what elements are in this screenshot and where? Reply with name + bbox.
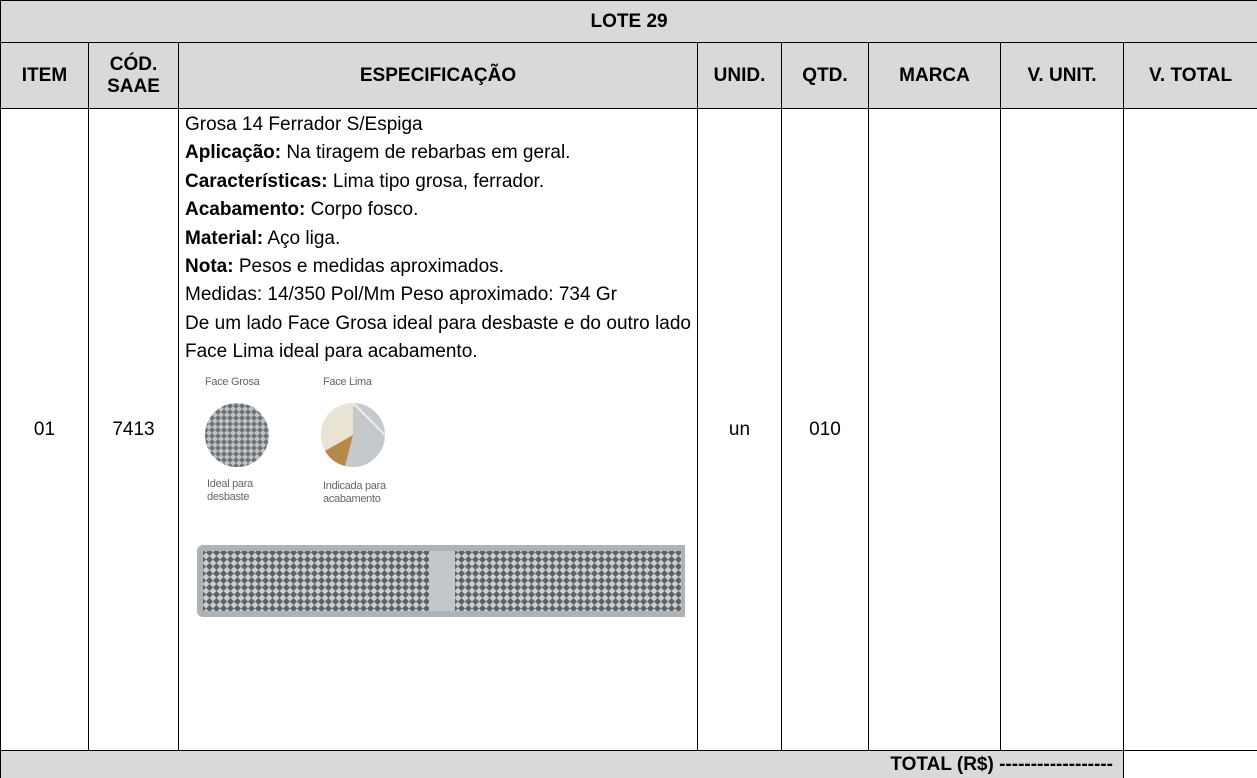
figure-label: Face Lima bbox=[323, 375, 372, 388]
lot-title: LOTE 29 bbox=[0, 0, 1257, 43]
spec-text: Lima tipo grosa, ferrador. bbox=[332, 170, 545, 192]
spec-text: Corpo fosco. bbox=[310, 199, 419, 221]
spec-text: De um lado Face Grosa ideal para desbast… bbox=[185, 312, 691, 363]
spec-text: Grosa 14 Ferrador S/Espiga bbox=[185, 114, 423, 135]
unit-price-cell bbox=[1000, 108, 1124, 751]
header-row: ITEM CÓD. SAAE ESPECIFICAÇÃO UNID. QTD. MARCA… bbox=[0, 42, 1257, 109]
spec-paragraph: Características: Lima tipo grosa, ferrad… bbox=[185, 168, 691, 196]
brand-cell bbox=[868, 108, 1001, 751]
spec-label: Características: bbox=[185, 170, 328, 192]
spec-paragraph: Aplicação: Na tiragem de rebarbas em ger… bbox=[185, 139, 691, 167]
column-header: V. UNIT. bbox=[1000, 42, 1124, 109]
spec-paragraph: Acabamento: Corpo fosco. bbox=[185, 196, 691, 224]
figure-art bbox=[197, 401, 685, 617]
column-header: V. TOTAL bbox=[1122, 42, 1257, 109]
spec-text: Medidas: 14/350 Pol/Mm Peso aproximado: … bbox=[185, 284, 617, 306]
column-header: CÓD. SAAE bbox=[88, 42, 179, 109]
spec-text: Aço liga. bbox=[267, 227, 341, 249]
item-code: 7413 bbox=[88, 108, 179, 751]
column-header: UNID. bbox=[697, 42, 782, 109]
spec-paragraph: Nota: Pesos e medidas aproximados. bbox=[185, 253, 691, 281]
item-number: 01 bbox=[0, 108, 89, 751]
column-header: ESPECIFICAÇÃO bbox=[178, 42, 698, 109]
total-value-cell bbox=[1122, 750, 1257, 778]
item-row: 01 7413 Grosa 14 Ferrador S/Espiga Aplica… bbox=[0, 108, 1257, 751]
spec-label: Material: bbox=[185, 227, 264, 249]
quantity: 010 bbox=[781, 108, 869, 751]
column-header: QTD. bbox=[781, 42, 869, 109]
column-header: ITEM bbox=[0, 42, 89, 109]
unit: un bbox=[697, 108, 782, 751]
spec-text: Grosa 14 Ferrador S/Espiga Aplicação: Na … bbox=[185, 111, 691, 367]
figure-label: Ideal para desbaste bbox=[207, 477, 253, 503]
spec-label: Nota: bbox=[185, 256, 234, 278]
figure-label: Face Grosa bbox=[205, 375, 260, 388]
specification: Grosa 14 Ferrador S/Espiga Aplicação: Na … bbox=[178, 108, 698, 751]
product-figure: Face Grosa Face Lima Ideal para desbaste… bbox=[185, 367, 685, 655]
spec-label: Acabamento: bbox=[185, 199, 306, 221]
spec-paragraph: De um lado Face Grosa ideal para desbast… bbox=[185, 310, 691, 367]
spec-paragraph: Material: Aço liga. bbox=[185, 225, 691, 253]
spec-text: Na tiragem de rebarbas em geral. bbox=[286, 142, 571, 164]
spec-label: Aplicação: bbox=[185, 142, 282, 164]
column-header: MARCA bbox=[868, 42, 1001, 109]
spec-paragraph: Grosa 14 Ferrador S/Espiga bbox=[185, 111, 691, 139]
total-price-cell bbox=[1122, 108, 1257, 751]
spec-text: Pesos e medidas aproximados. bbox=[238, 256, 504, 278]
figure-label: Indicada para acabamento bbox=[323, 479, 386, 505]
spec-paragraph: Medidas: 14/350 Pol/Mm Peso aproximado: … bbox=[185, 281, 691, 309]
total-label: TOTAL (R$) ------------------ bbox=[0, 750, 1124, 778]
